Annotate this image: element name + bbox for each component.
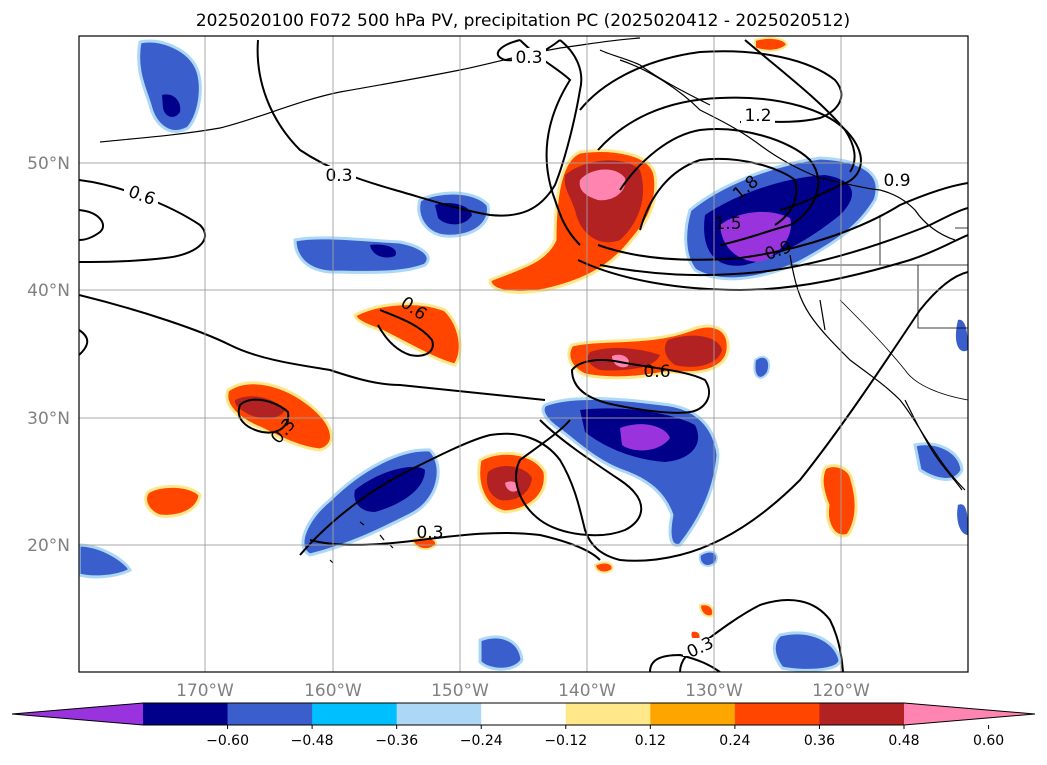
colorbar-segment	[396, 703, 482, 725]
colorbar-segment	[143, 703, 229, 725]
gridlines	[79, 36, 968, 672]
contour-label: 0.3	[325, 166, 352, 186]
colorbar-tick-label: −0.12	[544, 733, 587, 749]
colorbar-extend-low	[12, 703, 143, 725]
figure-title: 2025020100 F072 500 hPa PV, precipitatio…	[196, 11, 850, 31]
map-frame	[78, 35, 969, 673]
borders	[790, 215, 968, 401]
contour-label: 0.6	[643, 362, 670, 382]
colorbar: −0.60 −0.48 −0.36 −0.24 −0.12 0.12 0.24 0.36 0.4…	[11, 702, 1036, 749]
lon-label: 140°W	[558, 681, 616, 701]
contour-label: 0.9	[883, 171, 910, 191]
longitude-labels: 170°W 160°W 150°W 140°W 130°W 120°W	[176, 681, 870, 701]
lat-label: 20°N	[27, 536, 70, 556]
contour-label: 1.5	[714, 214, 741, 234]
lon-label: 160°W	[304, 681, 362, 701]
colorbar-outline	[11, 702, 1036, 726]
colorbar-tick-label: 0.36	[804, 733, 835, 749]
colorbar-segment	[227, 703, 313, 725]
colorbar-segment	[650, 703, 736, 725]
colorbar-tick-label: 0.60	[973, 733, 1004, 749]
lon-label: 170°W	[176, 681, 234, 701]
map-panel: 0.3 0.6 0.3 1.2 1.5 1.8 0.9 0.6 0.3 0.6 …	[27, 35, 969, 701]
colorbar-segment	[819, 703, 905, 725]
colorbar-tick-label: −0.48	[291, 733, 334, 749]
lat-label: 30°N	[27, 409, 70, 429]
colorbar-segment	[734, 703, 820, 725]
colorbar-segment	[565, 703, 651, 725]
lat-label: 40°N	[27, 281, 70, 301]
colorbar-extend-high	[904, 703, 1035, 725]
colorbar-tick-label: 0.48	[888, 733, 919, 749]
lon-label: 120°W	[812, 681, 870, 701]
precip-anomaly-shading	[79, 36, 968, 672]
lon-label: 130°W	[685, 681, 743, 701]
colorbar-tick-label: 0.12	[635, 733, 666, 749]
contour-label: 1.2	[744, 106, 771, 126]
contour-label: 0.3	[416, 523, 443, 543]
colorbar-segment	[312, 703, 398, 725]
colorbar-segment	[481, 703, 567, 725]
lat-label: 50°N	[27, 154, 70, 174]
colorbar-tick-label: 0.24	[719, 733, 750, 749]
contour-label: 0.3	[515, 48, 542, 68]
colorbar-tick-label: −0.60	[206, 733, 249, 749]
colorbar-tick-label: −0.36	[375, 733, 418, 749]
map-background	[79, 36, 968, 672]
colorbar-tick-label: −0.24	[460, 733, 503, 749]
lon-label: 150°W	[431, 681, 489, 701]
latitude-labels: 50°N 40°N 30°N 20°N	[27, 154, 70, 556]
